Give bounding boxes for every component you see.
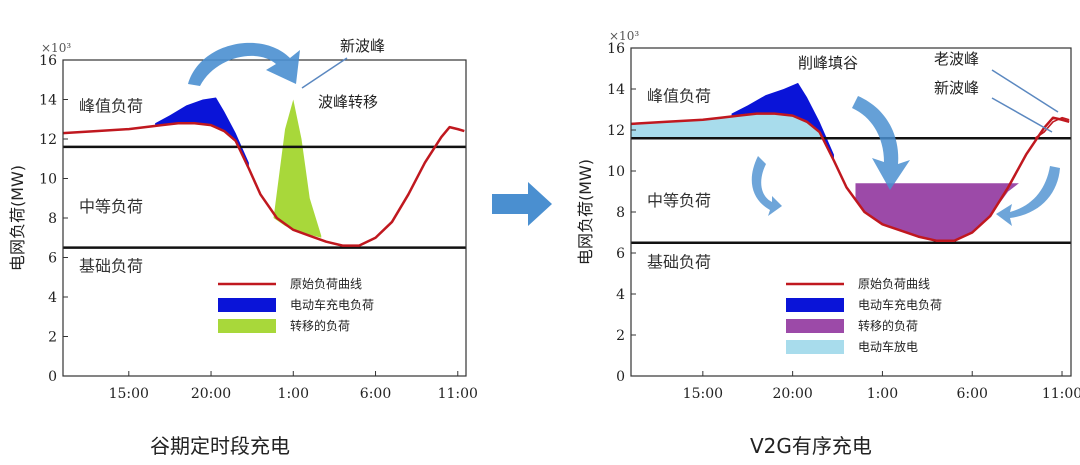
- y-tick-label-4: 8: [616, 205, 625, 221]
- zone-label-1: 中等负荷: [79, 197, 143, 216]
- series-area-1: [155, 97, 249, 169]
- y-tick-label-2: 4: [616, 287, 625, 303]
- curved-arrow-left-icon: [751, 156, 782, 216]
- annotation-old-peak: 老波峰: [934, 50, 979, 68]
- y-axis-label: 电网负荷(MW): [576, 159, 595, 265]
- y-tick-label-0: 0: [48, 369, 57, 385]
- curved-arrow-icon: [188, 42, 300, 86]
- series-area-1: [631, 113, 829, 139]
- curved-arrow-right-icon: [996, 166, 1060, 226]
- series-line-0: [62, 121, 465, 247]
- annotation-new-peak: 新波峰: [934, 79, 979, 97]
- x-tick-label-2: 1:00: [278, 386, 309, 402]
- y-axis-label: 电网负荷(MW): [8, 165, 27, 271]
- series-area-2: [731, 82, 834, 161]
- pointer-line-new-peak: [301, 57, 348, 89]
- legend-swatch-3: [786, 340, 844, 354]
- legend-label-0: 原始负荷曲线: [290, 277, 362, 291]
- y-tick-label-8: 16: [607, 41, 625, 57]
- annotation-peak-shift: 波峰转移: [318, 93, 378, 111]
- chart-left: 0 2 4 6 8 10 12 14 16×10³ 15:00 20:00 1:00 6:00 11:00…: [8, 37, 478, 402]
- legend-swatch-2: [786, 319, 844, 333]
- y-tick-label-5: 10: [39, 172, 57, 188]
- legend-label-3: 电动车放电: [858, 339, 918, 354]
- x-tick-label-3: 6:00: [956, 386, 987, 402]
- legend-label-1: 电动车充电负荷: [290, 297, 374, 312]
- x-tick-label-1: 20:00: [772, 386, 812, 402]
- x-tick-label-3: 6:00: [360, 386, 391, 402]
- series-line-4: [1034, 116, 1070, 139]
- transition-arrow-icon: [492, 182, 552, 226]
- series-area-2: [273, 99, 322, 238]
- y-tick-label-5: 10: [607, 164, 625, 180]
- annotation-new-peak: 新波峰: [340, 37, 385, 55]
- caption-left: 谷期定时段充电: [150, 434, 290, 458]
- y-tick-label-1: 2: [48, 330, 57, 346]
- y-tick-label-7: 14: [39, 93, 57, 109]
- legend-label-1: 电动车充电负荷: [858, 297, 942, 312]
- y-tick-label-4: 8: [48, 211, 57, 227]
- zone-label-0: 峰值负荷: [79, 96, 143, 115]
- x-tick-label-0: 15:00: [109, 386, 149, 402]
- pointer-line-new-peak: [991, 97, 1053, 133]
- y-multiplier: ×10³: [609, 29, 639, 43]
- x-tick-label-0: 15:00: [683, 386, 723, 402]
- y-tick-label-7: 14: [607, 82, 625, 98]
- x-tick-label-1: 20:00: [191, 386, 231, 402]
- legend-swatch-2: [218, 319, 276, 333]
- zone-label-2: 基础负荷: [79, 256, 143, 275]
- y-tick-label-6: 12: [607, 123, 625, 139]
- legend-label-0: 原始负荷曲线: [858, 277, 930, 291]
- series-area-3: [855, 183, 1019, 241]
- zone-label-1: 中等负荷: [647, 191, 711, 210]
- curved-arrow-down-icon: [852, 96, 910, 190]
- series-line-0: [630, 112, 1070, 242]
- legend-label-2: 转移的负荷: [858, 318, 918, 333]
- y-multiplier: ×10³: [41, 41, 71, 55]
- annotation-shave-fill: 削峰填谷: [798, 54, 858, 72]
- caption-right: V2G有序充电: [750, 434, 872, 458]
- y-tick-label-3: 6: [616, 246, 625, 262]
- legend-swatch-1: [218, 298, 276, 312]
- y-tick-label-1: 2: [616, 328, 625, 344]
- y-tick-label-3: 6: [48, 251, 57, 267]
- y-tick-label-8: 16: [39, 53, 57, 69]
- x-tick-label-4: 11:00: [438, 386, 478, 402]
- legend-label-2: 转移的负荷: [290, 318, 350, 333]
- chart-right: 0 2 4 6 8 10 12 14 16×10³ 15:00 20:00 1:00 6:00 11:00…: [576, 29, 1080, 402]
- y-tick-label-0: 0: [616, 369, 625, 385]
- zone-label-2: 基础负荷: [647, 252, 711, 271]
- legend-swatch-1: [786, 298, 844, 312]
- x-tick-label-2: 1:00: [867, 386, 898, 402]
- zone-label-0: 峰值负荷: [647, 86, 711, 105]
- pointer-line-old-peak: [991, 69, 1059, 113]
- x-tick-label-4: 11:00: [1042, 386, 1080, 402]
- y-tick-label-6: 12: [39, 132, 57, 148]
- y-tick-label-2: 4: [48, 290, 57, 306]
